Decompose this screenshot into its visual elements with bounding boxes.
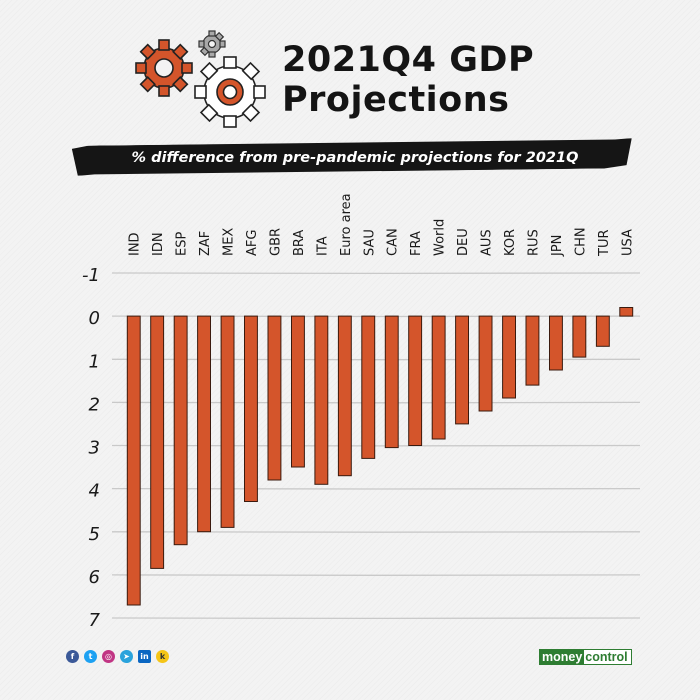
x-tick-label: AUS	[480, 229, 495, 256]
chart-subtitle: % difference from pre-pandemic projectio…	[131, 150, 579, 166]
title-line-2: Projections	[282, 80, 510, 120]
x-tick-label: GBR	[269, 228, 284, 256]
bar	[619, 307, 634, 317]
bar	[478, 315, 493, 412]
x-tick-label: KOR	[503, 229, 518, 256]
gears-illustration	[135, 30, 266, 128]
x-tick-label: BRA	[292, 230, 307, 256]
bar	[572, 315, 587, 358]
logo-part-control: control	[583, 649, 632, 665]
x-tick-label: IDN	[151, 232, 166, 256]
x-tick-label: IND	[128, 232, 143, 256]
x-tick-label: CHN	[573, 227, 588, 256]
y-tick-label: 5	[89, 524, 100, 545]
twitter-icon[interactable]: t	[84, 650, 97, 663]
bar	[361, 315, 376, 459]
x-tick-label: ZAF	[198, 231, 213, 256]
x-tick-label: AFG	[245, 230, 260, 256]
small-gray-gear-icon	[198, 30, 226, 58]
logo-part-money: money	[539, 649, 584, 665]
bar	[408, 315, 423, 446]
x-tick-label: RUS	[527, 229, 542, 256]
bar	[314, 315, 329, 485]
x-tick-label: ITA	[315, 236, 330, 256]
y-tick-label: 2	[89, 394, 100, 415]
bar	[525, 315, 540, 386]
title-line-1: 2021Q4 GDP	[282, 40, 535, 80]
y-tick-label: 1	[89, 351, 100, 372]
x-tick-label: World	[433, 219, 448, 256]
bar	[455, 315, 470, 425]
bar	[150, 315, 165, 569]
linkedin-icon[interactable]: in	[138, 650, 151, 663]
bar	[431, 315, 446, 440]
x-tick-label: MEX	[222, 228, 237, 256]
orange-gear-icon	[135, 39, 193, 97]
bar	[502, 315, 517, 399]
x-tick-label: ESP	[175, 232, 190, 256]
y-tick-label: 4	[89, 481, 100, 502]
x-tick-label: FRA	[409, 231, 424, 256]
y-tick-label: 7	[89, 610, 101, 631]
white-gear-icon	[194, 56, 266, 128]
x-tick-label: SAU	[362, 229, 377, 256]
bar	[549, 315, 563, 371]
instagram-icon[interactable]: ◎	[102, 650, 115, 663]
bar	[173, 315, 188, 546]
x-tick-label: CAN	[386, 228, 401, 256]
chart-title: 2021Q4 GDP Projections	[282, 40, 622, 120]
bar	[267, 315, 282, 481]
bar	[220, 315, 235, 528]
x-tick-label: DEU	[456, 228, 471, 256]
y-tick-label: 6	[89, 567, 100, 588]
bar	[126, 315, 141, 606]
bar	[595, 315, 610, 347]
social-icons: f t ◎ ➤ in k	[66, 650, 169, 663]
y-tick-label: 3	[89, 438, 100, 459]
bar	[197, 315, 212, 533]
facebook-icon[interactable]: f	[66, 650, 79, 663]
telegram-icon[interactable]: ➤	[120, 650, 133, 663]
x-tick-label: USA	[620, 229, 635, 256]
bar	[384, 315, 399, 449]
bar	[291, 315, 305, 468]
moneycontrol-logo[interactable]: money control	[539, 649, 632, 665]
bar	[337, 315, 352, 477]
x-tick-label: JPN	[550, 235, 565, 257]
koo-icon[interactable]: k	[156, 650, 169, 663]
bar	[244, 315, 258, 502]
x-tick-label: TUR	[597, 230, 612, 258]
y-tick-label: 0	[89, 308, 100, 329]
bar-chart: -1 0 1 2 3 4 5 6 7 IND IDN ESP ZAF MEX AFG GBR BRA ITA Eur…	[82, 193, 641, 631]
x-tick-label: Euro area	[339, 193, 354, 256]
y-tick-label: -1	[82, 265, 100, 286]
